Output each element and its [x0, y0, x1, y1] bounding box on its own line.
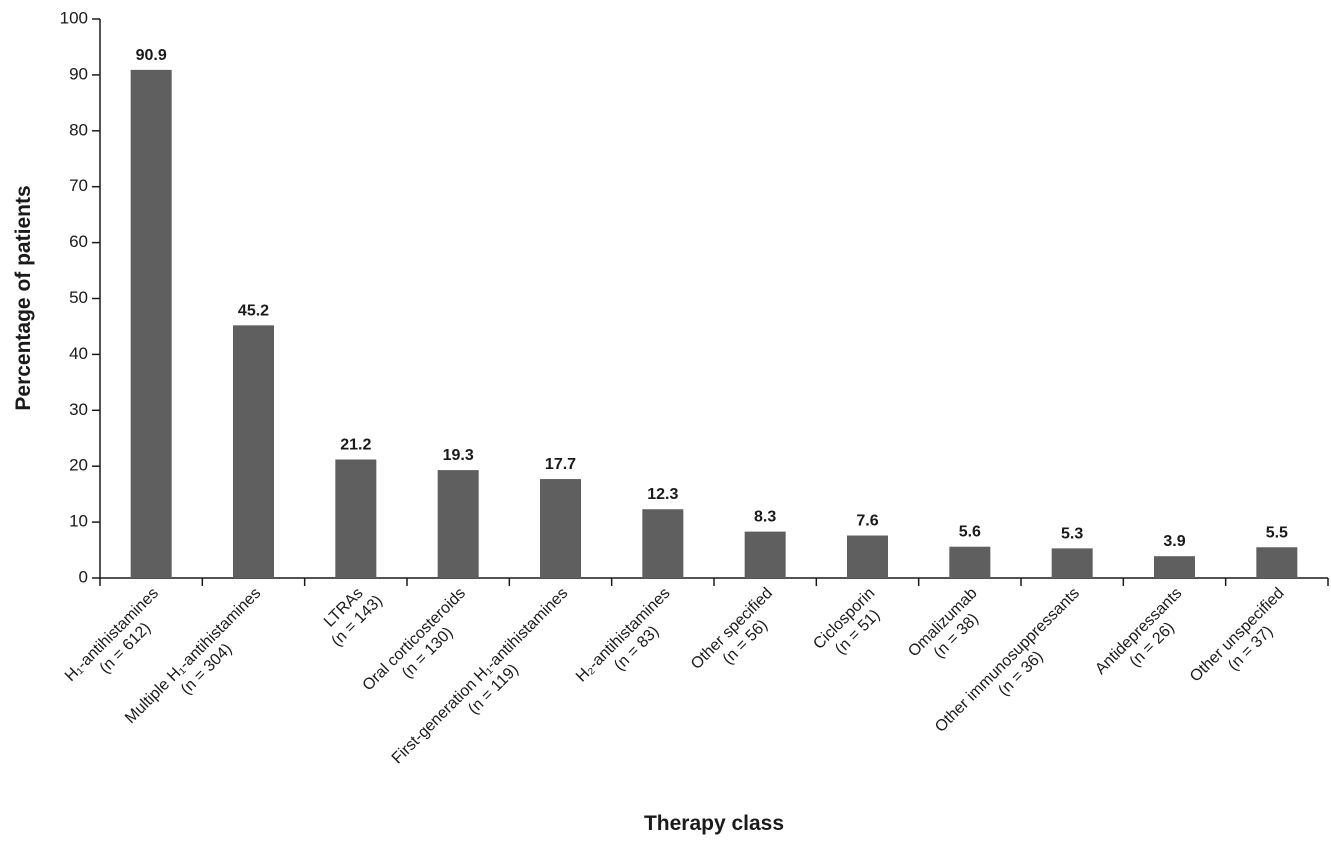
x-tick-label: Antidepressants(n = 26) — [1092, 585, 1185, 678]
value-label: 19.3 — [443, 447, 474, 464]
bar — [540, 479, 581, 578]
bar — [437, 470, 479, 578]
bar — [642, 509, 684, 578]
y-tick-label: 90 — [69, 64, 88, 83]
value-label: 12.3 — [647, 486, 678, 503]
value-label: 3.9 — [1163, 533, 1185, 550]
bar — [744, 531, 786, 578]
bar — [949, 546, 991, 578]
x-tick-label: Other specified(n = 56) — [688, 585, 776, 673]
x-tick-label: Omalizumab(n = 38) — [905, 585, 982, 662]
value-label: 8.3 — [754, 509, 776, 526]
bar — [1154, 556, 1195, 578]
bar — [130, 69, 172, 578]
x-tick-label: Other unspecified(n = 37) — [1187, 585, 1288, 686]
bar — [847, 535, 888, 578]
y-axis-title: Percentage of patients — [12, 185, 35, 410]
bar — [1051, 548, 1093, 578]
y-tick-label: 100 — [60, 8, 88, 27]
value-label: 5.6 — [959, 524, 981, 541]
y-tick-label: 70 — [69, 176, 88, 195]
value-label: 21.2 — [340, 436, 371, 453]
value-label: 45.2 — [238, 302, 269, 319]
x-tick-label: LTRAs(n = 143) — [321, 585, 386, 650]
y-tick-label: 0 — [79, 567, 88, 586]
x-axis-title: Therapy class — [644, 812, 784, 835]
value-label: 90.9 — [136, 47, 167, 64]
y-tick-label: 50 — [69, 288, 88, 307]
value-label: 5.5 — [1266, 524, 1288, 541]
x-tick-label: First-generation H₁-antihistamines(n = 1… — [389, 585, 571, 767]
y-tick-label: 20 — [69, 456, 88, 475]
y-tick-label: 30 — [69, 400, 88, 419]
x-tick-label: Ciclosporin(n = 51) — [810, 585, 883, 658]
value-label: 17.7 — [545, 456, 576, 473]
value-label: 5.3 — [1061, 525, 1083, 542]
x-tick-label: H₂-antihistamines(n = 83) — [573, 585, 674, 686]
y-tick-label: 10 — [69, 512, 88, 531]
y-tick-label: 80 — [69, 120, 88, 139]
y-tick-label: 60 — [69, 232, 88, 251]
value-label: 7.6 — [856, 513, 878, 530]
y-tick-label: 40 — [69, 344, 88, 363]
bar — [233, 325, 274, 578]
bar — [1256, 547, 1298, 578]
bar — [335, 459, 377, 578]
